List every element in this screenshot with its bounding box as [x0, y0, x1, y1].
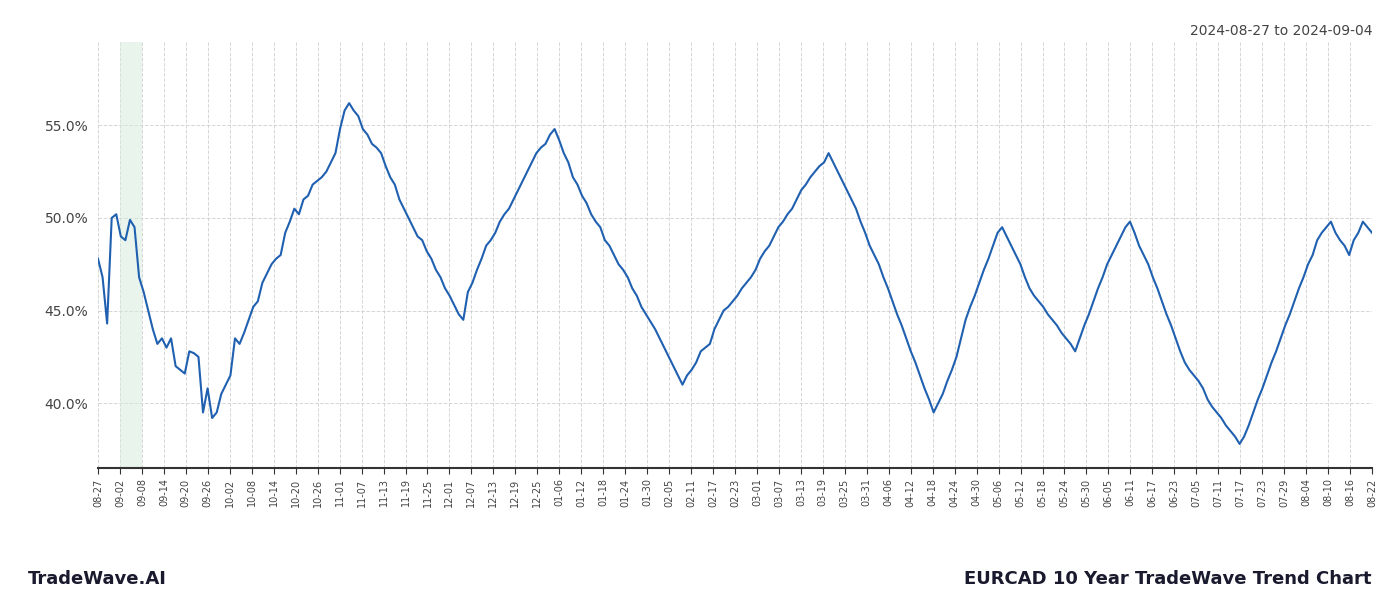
Text: 2024-08-27 to 2024-09-04: 2024-08-27 to 2024-09-04 [1190, 24, 1372, 38]
Bar [120, 42, 141, 468]
Text: EURCAD 10 Year TradeWave Trend Chart: EURCAD 10 Year TradeWave Trend Chart [965, 570, 1372, 588]
Text: TradeWave.AI: TradeWave.AI [28, 570, 167, 588]
